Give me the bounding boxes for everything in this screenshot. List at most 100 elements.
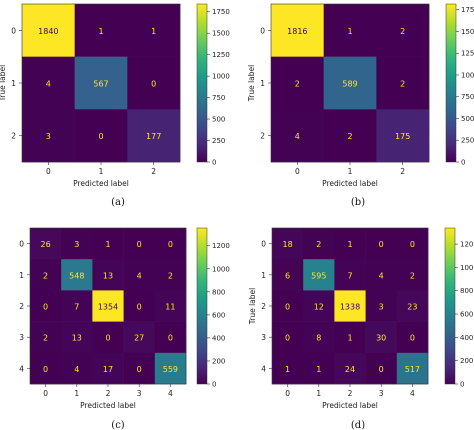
cell-value-label: 0 (43, 365, 48, 374)
cell-value-label: 0 (285, 334, 290, 343)
matrix-cell (30, 290, 62, 322)
matrix-cell (396, 259, 429, 291)
cell-value-label: 517 (405, 365, 420, 374)
x-tick-label: 0 (43, 389, 48, 398)
matrix-cell (154, 321, 187, 354)
colorbar-tick-label: 1500 (461, 28, 474, 36)
colorbar-tick-label: 600 (460, 311, 473, 319)
y-tick-label: 3 (261, 333, 266, 342)
cell-value-label: 2 (410, 271, 415, 280)
y-tick-label: 0 (261, 240, 266, 249)
matrix-cell (127, 109, 181, 163)
cell-value-label: 0 (379, 240, 384, 249)
matrix-cell (92, 259, 124, 291)
cell-value-label: 1 (316, 365, 321, 374)
cell-value-label: 559 (163, 365, 178, 374)
matrix-cell (154, 290, 187, 322)
cell-value-label: 2 (43, 271, 48, 280)
matrix-cell (396, 228, 429, 260)
cell-value-label: 0 (137, 240, 142, 249)
cell-value-label: 2 (400, 27, 405, 36)
cell-value-label: 0 (151, 80, 156, 89)
matrix-cell (272, 228, 304, 260)
cell-value-label: 11 (165, 303, 175, 312)
matrix-cell (92, 228, 124, 260)
matrix-cell (303, 321, 335, 354)
colorbar-tick-label: 200 (212, 357, 225, 365)
cell-value-label: 26 (41, 240, 51, 249)
y-tick-label: 0 (260, 26, 265, 35)
x-tick-label: 1 (99, 167, 104, 176)
matrix-cell (61, 228, 93, 260)
matrix-cell (22, 4, 75, 57)
matrix-cell (334, 290, 366, 322)
cell-value-label: 13 (72, 334, 82, 343)
cell-value-label: 0 (379, 365, 384, 374)
matrix-cell (61, 352, 93, 385)
x-tick-label: 4 (168, 389, 173, 398)
matrix-cell (271, 109, 324, 163)
matrix-cell (154, 228, 187, 260)
cell-value-label: 1816 (287, 27, 307, 36)
y-tick-label: 3 (19, 333, 24, 342)
cell-value-label: 4 (379, 271, 384, 280)
colorbar-tick-label: 1000 (460, 264, 474, 272)
colorbar-tick-label: 0 (460, 381, 464, 389)
cell-value-label: 4 (137, 271, 142, 280)
cell-value-label: 4 (74, 365, 79, 374)
confusion-matrix-panel-a: 1840 1 1 4 567 0 3 0 177 0 1 2 0 1 2 Predicted label Tru… (0, 3, 230, 208)
matrix-cell (61, 290, 93, 322)
matrix-cell (30, 352, 62, 385)
cell-value-label: 0 (137, 365, 142, 374)
x-tick-label: 1 (348, 167, 353, 176)
cell-value-label: 17 (103, 365, 113, 374)
cell-value-label: 175 (395, 132, 410, 141)
matrix-cell (376, 109, 430, 163)
colorbar-tick-label: 500 (212, 116, 225, 124)
colorbar-tick-label: 750 (461, 93, 474, 101)
y-tick-label: 4 (19, 364, 24, 373)
matrix-cell (396, 290, 429, 322)
cell-value-label: 2 (316, 240, 321, 249)
cell-value-label: 7 (347, 271, 352, 280)
cell-value-label: 595 (311, 271, 326, 280)
matrix-cell (74, 56, 128, 110)
matrix-cell (123, 290, 156, 322)
cell-value-label: 2 (295, 80, 300, 89)
matrix-cell (334, 259, 366, 291)
matrix-cell (323, 109, 377, 163)
colorbar-tick-label: 1000 (212, 265, 230, 273)
cell-value-label: 8 (316, 334, 321, 343)
cell-value-label: 0 (285, 303, 290, 312)
cell-value-label: 1840 (38, 27, 58, 36)
cell-value-label: 0 (43, 303, 48, 312)
y-axis-label: True label (0, 65, 7, 102)
colorbar (196, 3, 208, 163)
matrix-cell (334, 321, 366, 354)
matrix-cell (323, 56, 377, 110)
y-tick-label: 2 (19, 302, 24, 311)
matrix-cell (123, 321, 156, 354)
cell-value-label: 2 (168, 271, 173, 280)
matrix-cell (365, 290, 398, 322)
x-tick-label: 2 (348, 389, 353, 398)
cell-value-label: 6 (285, 271, 290, 280)
colorbar-tick-label: 800 (212, 288, 225, 296)
matrix-cell (127, 56, 181, 110)
colorbar-tick-label: 1750 (212, 8, 230, 16)
colorbar (445, 3, 457, 163)
matrix-cell (271, 56, 324, 110)
cell-value-label: 13 (103, 271, 113, 280)
matrix-cell (154, 352, 187, 385)
y-tick-label: 1 (11, 79, 16, 88)
cell-value-label: 0 (105, 334, 110, 343)
colorbar-tick-label: 400 (460, 334, 473, 342)
matrix-cell (154, 259, 187, 291)
cell-value-label: 589 (342, 80, 357, 89)
x-tick-label: 0 (46, 167, 51, 176)
cell-value-label: 1 (151, 27, 156, 36)
matrix-cell (303, 290, 335, 322)
x-axis-label: Predicted label (80, 401, 136, 410)
matrix-cell (376, 4, 430, 57)
x-tick-label: 4 (410, 389, 415, 398)
